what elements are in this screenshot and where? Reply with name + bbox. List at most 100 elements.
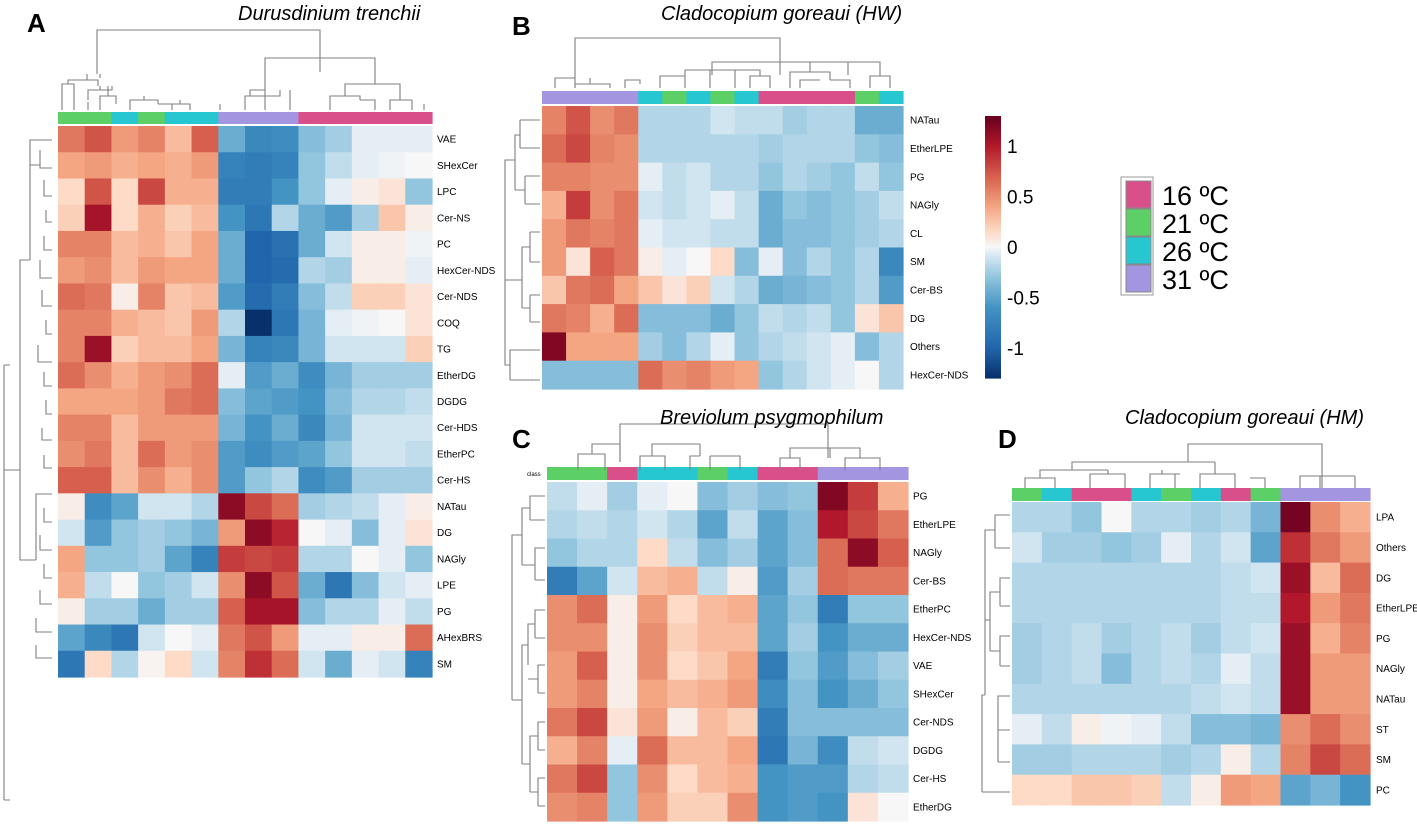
heatmap-cell	[405, 493, 433, 521]
heatmap-cell	[577, 764, 608, 794]
heatmap-cell	[351, 598, 380, 626]
heatmap-cell	[806, 162, 832, 192]
heatmap-cell	[710, 134, 736, 164]
colorbar-step	[985, 332, 1001, 335]
colorbar-step	[985, 194, 1001, 197]
heatmap-cell	[734, 275, 760, 305]
heatmap-cell	[1161, 623, 1192, 655]
heatmap-cell	[667, 679, 699, 709]
heatmap-cell	[577, 595, 608, 624]
heatmap-cell	[697, 538, 729, 568]
heatmap-cell	[686, 304, 712, 333]
heatmap-cell	[138, 283, 166, 311]
heatmap-cell	[1071, 653, 1103, 685]
class-bar-cell	[590, 91, 615, 104]
heatmap-cell	[271, 335, 300, 363]
heatmap-cell	[1280, 562, 1311, 594]
heatmap-cell	[817, 736, 849, 766]
colorbar-step	[985, 192, 1001, 195]
heatmap-cell	[84, 598, 113, 626]
heatmap-cell	[271, 309, 300, 337]
heatmap-cell	[191, 388, 219, 416]
heatmap-cell	[218, 440, 246, 468]
heatmap-cell	[547, 510, 578, 540]
heatmap-cell	[138, 650, 166, 678]
heatmap-cell	[638, 190, 663, 220]
heatmap-cell	[637, 708, 668, 737]
heatmap-cell	[351, 572, 380, 599]
heatmap-cell	[1161, 653, 1192, 685]
class-bar-cell	[1310, 488, 1341, 501]
colorbar-step	[985, 152, 1001, 155]
heatmap-cell	[847, 510, 879, 540]
heatmap-cell	[758, 247, 784, 277]
colorbar-step	[985, 356, 1001, 359]
heatmap-cell	[191, 126, 219, 153]
row-label: LPC	[437, 187, 456, 198]
heatmap-cell	[351, 204, 380, 232]
heatmap-cell	[191, 493, 219, 521]
colorbar-step	[985, 220, 1001, 223]
heatmap-cell	[351, 624, 380, 652]
heatmap-cell	[84, 335, 113, 363]
heatmap-cell	[547, 708, 578, 737]
heatmap-cell	[111, 152, 139, 180]
heatmap-cell	[782, 247, 808, 277]
panel-label-c: C	[512, 424, 531, 454]
heatmap-cell	[697, 510, 729, 540]
colorbar-step	[985, 242, 1001, 245]
colorbar-step	[985, 250, 1001, 253]
heatmap-cell	[878, 275, 904, 305]
heatmap-cell	[298, 178, 326, 206]
heatmap-cell	[58, 204, 86, 232]
class-bar-cell	[847, 467, 879, 480]
heatmap-cell	[111, 362, 139, 389]
heatmap-cell	[787, 510, 819, 540]
heatmap-cell	[271, 204, 300, 232]
heatmap-cell	[164, 598, 193, 626]
heatmap-cell	[806, 247, 832, 277]
colorbar-step	[985, 230, 1001, 233]
colorbar-step	[985, 168, 1001, 171]
colorbar-step	[985, 314, 1001, 317]
heatmap-cell	[577, 792, 608, 822]
heatmap-cell	[138, 204, 166, 232]
heatmap-cell	[138, 388, 166, 416]
row-label: DGDG	[437, 397, 467, 408]
heatmap-cell	[1131, 532, 1162, 564]
heatmap-cell	[245, 467, 273, 494]
heatmap-cell	[271, 178, 300, 206]
heatmap-cell	[847, 736, 879, 766]
heatmap-cell	[138, 309, 166, 337]
heatmap-cell	[637, 510, 668, 540]
heatmap-cell	[1012, 653, 1043, 685]
heatmap-cell	[138, 598, 166, 626]
heatmap-cell	[830, 134, 856, 164]
colorbar-step	[985, 272, 1001, 275]
heatmap-cell	[405, 283, 433, 311]
colorbar-step	[985, 372, 1001, 375]
heatmap-cell	[218, 545, 246, 573]
heatmap-cell	[271, 230, 300, 258]
row-label: DGDG	[913, 746, 943, 757]
heatmap-cell	[830, 247, 856, 277]
heatmap-cell	[405, 335, 433, 363]
heatmap-cell	[878, 219, 904, 249]
heatmap-cell	[1220, 683, 1252, 715]
row-label: SM	[1376, 755, 1391, 766]
heatmap-cell	[877, 679, 909, 709]
row-label: EtherDG	[913, 802, 952, 813]
row-label: PC	[1376, 785, 1390, 796]
row-label: NATau	[910, 116, 939, 127]
colorbar-step	[985, 280, 1001, 283]
class-bar-cell	[1250, 488, 1282, 501]
heatmap-cell	[245, 598, 273, 626]
class-bar-cell	[710, 91, 736, 104]
row-label: PC	[437, 240, 451, 251]
heatmap-cell	[542, 332, 567, 362]
heatmap-cell	[325, 572, 353, 599]
heatmap-cell	[1041, 714, 1073, 745]
heatmap-cell	[667, 538, 699, 568]
heatmap-cell	[58, 309, 86, 337]
row-label: Cer-HS	[913, 774, 947, 785]
